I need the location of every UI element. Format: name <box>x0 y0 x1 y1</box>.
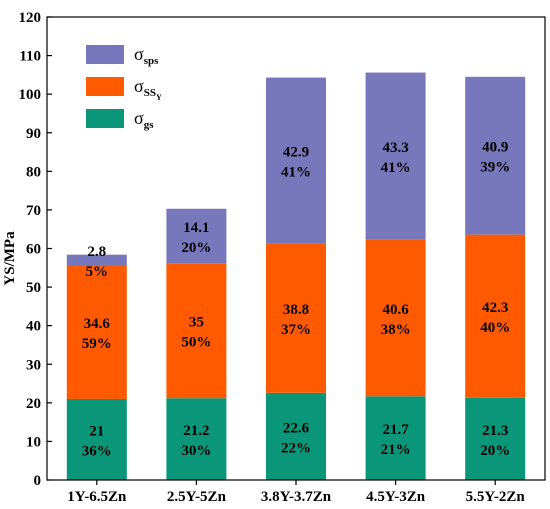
x-tick-label: 2.5Y-5Zn <box>167 489 227 505</box>
segment-value-label: 21 <box>89 423 104 439</box>
bar-segment-2-4 <box>365 239 426 397</box>
bar-segment-1-5 <box>465 397 526 480</box>
legend-item: σSSY <box>86 76 162 102</box>
y-tick-label: 80 <box>26 164 41 180</box>
bar-segment-1-2 <box>166 398 227 480</box>
x-tick-label: 3.8Y-3.7Zn <box>261 489 332 505</box>
segment-percent-label: 36% <box>82 443 112 459</box>
segment-percent-label: 39% <box>480 160 510 176</box>
x-tick-label: 1Y-6.5Zn <box>67 489 127 505</box>
bar-segment-2-1 <box>66 265 127 399</box>
legend-item: σgs <box>86 108 154 131</box>
bar-segment-1-1 <box>66 398 127 480</box>
bar-segment-2-2 <box>166 263 227 399</box>
segment-percent-label: 5% <box>86 264 109 280</box>
segment-percent-label: 22% <box>281 440 311 456</box>
segment-percent-label: 21% <box>381 442 411 458</box>
segment-percent-label: 59% <box>82 336 112 352</box>
y-tick-label: 10 <box>26 434 41 450</box>
bar-segment-2-5 <box>465 234 526 398</box>
segment-value-label: 2.8 <box>87 244 106 260</box>
segment-value-label: 21.7 <box>382 422 409 438</box>
segment-value-label: 35 <box>189 315 204 331</box>
bar-segment-1-3 <box>266 392 326 480</box>
segment-value-label: 21.3 <box>482 423 508 439</box>
y-tick-label: 60 <box>26 242 41 258</box>
segment-percent-label: 38% <box>381 322 411 338</box>
segment-value-label: 34.6 <box>84 316 111 332</box>
legend-label: σgs <box>134 108 154 131</box>
segment-value-label: 38.8 <box>283 302 309 318</box>
legend-swatch <box>86 45 124 64</box>
segment-labels-layer: 21 36% 34.6 59% 2.8 5% 21.2 30% 35 50% 14.1 20% 22.6… <box>82 140 510 460</box>
segment-percent-label: 50% <box>181 335 211 351</box>
segment-value-label: 42.9 <box>283 144 309 160</box>
segment-percent-label: 41% <box>281 164 311 180</box>
y-tick-label: 20 <box>26 396 41 412</box>
bars-layer <box>66 72 526 480</box>
bar-segment-3-4 <box>365 72 426 240</box>
y-axis-title: YS/MPa <box>2 231 18 286</box>
y-tick-label: 0 <box>34 473 42 489</box>
segment-percent-label: 40% <box>480 320 510 336</box>
segment-value-label: 42.3 <box>482 300 508 316</box>
y-tick-label: 70 <box>26 203 41 219</box>
segment-value-label: 14.1 <box>183 220 209 236</box>
legend-item: σsps <box>86 44 159 67</box>
y-tick-label: 40 <box>26 319 41 335</box>
segment-percent-label: 30% <box>181 443 211 459</box>
x-tick-label: 4.5Y-3Zn <box>366 489 426 505</box>
legend: σsps σSSY σgs <box>86 44 162 131</box>
y-tick-label: 110 <box>19 49 41 65</box>
segment-percent-label: 41% <box>381 160 411 176</box>
segment-percent-label: 20% <box>181 240 211 256</box>
y-tick-label: 90 <box>26 126 41 142</box>
bar-segment-3-5 <box>465 76 526 235</box>
bar-segment-1-4 <box>365 396 426 480</box>
legend-swatch <box>86 77 124 96</box>
y-tick-label: 100 <box>19 87 42 103</box>
segment-value-label: 21.2 <box>183 423 209 439</box>
legend-label: σSSY <box>134 76 162 102</box>
segment-value-label: 43.3 <box>382 140 408 156</box>
segment-percent-label: 37% <box>281 322 311 338</box>
x-tick-label: 5.5Y-2Zn <box>466 489 526 505</box>
legend-label: σsps <box>134 44 159 67</box>
segment-percent-label: 20% <box>480 443 510 459</box>
axes-layer: 0 10 20 30 40 50 60 70 80 90 100 110 120 1Y-6.5Zn 2.5Y… <box>2 10 546 505</box>
y-tick-label: 50 <box>26 280 41 296</box>
segment-value-label: 22.6 <box>283 420 310 436</box>
segment-value-label: 40.9 <box>482 140 508 156</box>
bar-segment-3-2 <box>166 208 227 264</box>
y-tick-label: 120 <box>19 10 42 26</box>
bar-segment-3-1 <box>66 254 127 266</box>
legend-swatch <box>86 109 124 128</box>
bar-segment-3-3 <box>266 77 326 244</box>
bar-segment-2-3 <box>266 243 326 393</box>
y-tick-label: 30 <box>26 357 41 373</box>
segment-value-label: 40.6 <box>382 302 409 318</box>
